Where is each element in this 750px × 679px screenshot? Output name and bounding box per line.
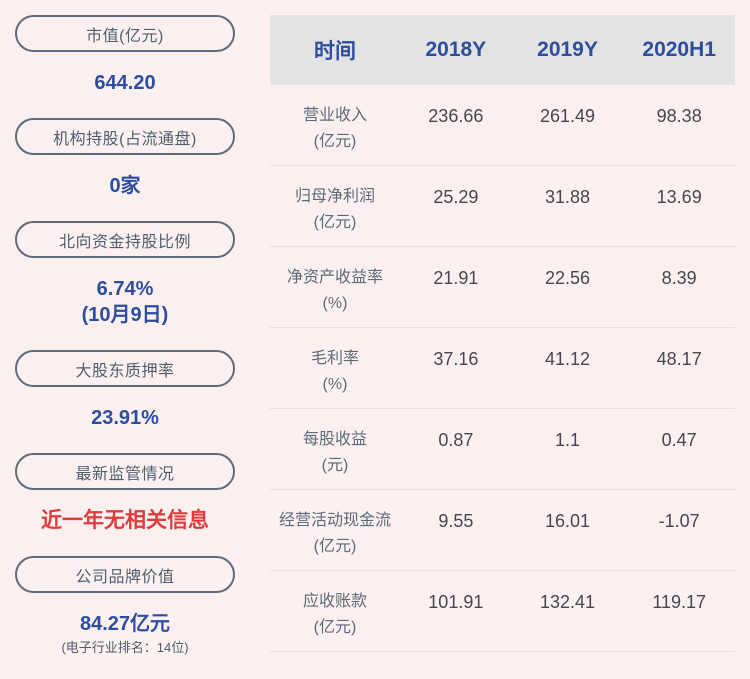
cell-2018: 101.91 [428, 592, 484, 612]
cell-2020h1: 98.38 [656, 106, 702, 126]
cell-2019: 41.12 [544, 349, 591, 369]
stat-value-line1: 6.74% [96, 278, 154, 300]
stat-northbound-holding-pill: 北向资金持股比例 [15, 221, 235, 258]
cell-2019: 31.88 [544, 187, 591, 207]
stat-label: 北向资金持股比例 [58, 233, 191, 251]
stat-value-date: (10月9日) [81, 304, 169, 326]
stat-market-cap-value: 644.20 [94, 72, 156, 94]
stat-institutional-holding-value: 0家 [109, 175, 141, 197]
header-cell-2020h1: 2020H1 [642, 38, 716, 61]
stat-brand-value-value: 84.27亿元 (电子行业排名：14位) [15, 611, 235, 657]
stat-brand-rank-note: (电子行业排名：14位) [61, 640, 189, 655]
financials-table: 时间 2018Y 2019Y 2020H1 营业收入 (亿元) 236.66 2… [270, 15, 735, 652]
cell-2019: 16.01 [544, 511, 591, 531]
row-label: 应收账款 (亿元) [270, 589, 400, 641]
stat-institutional-holding-pill: 机构持股(占流通盘) [15, 118, 235, 155]
stat-market-cap: 市值(亿元) 644.20 [15, 15, 235, 96]
row-metric-unit: (亿元) [313, 619, 357, 636]
row-label: 每股收益 (元) [270, 427, 400, 479]
row-metric-name: 营业收入 [302, 107, 367, 124]
cell-2020h1: 8.39 [661, 268, 697, 288]
stat-label: 大股东质押率 [75, 362, 175, 380]
row-metric-name: 应收账款 [302, 593, 367, 610]
header-cell-period: 时间 [314, 40, 356, 63]
table-header-row: 时间 2018Y 2019Y 2020H1 [270, 15, 735, 85]
stat-regulatory-status: 最新监管情况 近一年无相关信息 [15, 453, 235, 534]
stat-pledge-ratio-value: 23.91% [91, 407, 159, 429]
table-row-revenue: 营业收入 (亿元) 236.66 261.49 98.38 [270, 85, 735, 166]
cell-2020h1: 48.17 [656, 349, 702, 369]
row-metric-unit: (亿元) [313, 538, 357, 555]
row-metric-name: 每股收益 [302, 431, 367, 448]
stat-label: 最新监管情况 [75, 465, 175, 483]
stat-regulatory-status-pill: 最新监管情况 [15, 453, 235, 490]
table-row-accounts-receivable: 应收账款 (亿元) 101.91 132.41 119.17 [270, 571, 735, 652]
cell-2020h1: 119.17 [652, 592, 707, 612]
row-metric-unit: (亿元) [313, 214, 357, 231]
row-label: 营业收入 (亿元) [270, 103, 400, 155]
row-metric-unit: (元) [321, 457, 349, 474]
stat-market-cap-pill: 市值(亿元) [15, 15, 235, 52]
cell-2019: 261.49 [539, 106, 596, 126]
row-label: 经营活动现金流 (亿元) [270, 508, 400, 560]
row-metric-unit: (%) [322, 295, 348, 312]
stat-northbound-holding-value: 6.74% (10月9日) [15, 276, 235, 328]
header-cell-2018: 2018Y [425, 38, 487, 61]
stats-sidebar: 市值(亿元) 644.20 机构持股(占流通盘) 0家 北向资金持股比例 6.7… [15, 15, 235, 679]
cell-2018: 37.16 [433, 349, 479, 369]
row-metric-unit: (%) [322, 376, 348, 393]
stat-regulatory-status-value: 近一年无相关信息 [41, 509, 209, 532]
cell-2020h1: 13.69 [656, 187, 702, 207]
table-row-gross-margin: 毛利率 (%) 37.16 41.12 48.17 [270, 328, 735, 409]
stat-northbound-holding: 北向资金持股比例 6.74% (10月9日) [15, 221, 235, 328]
stat-brand-value: 公司品牌价值 84.27亿元 (电子行业排名：14位) [15, 556, 235, 657]
stat-label: 市值(亿元) [86, 27, 164, 45]
stat-value-main: 84.27亿元 [79, 613, 171, 635]
row-metric-name: 归母净利润 [294, 188, 375, 205]
cell-2020h1: 0.47 [661, 430, 697, 450]
row-metric-name: 毛利率 [310, 350, 359, 367]
stat-pledge-ratio: 大股东质押率 23.91% [15, 350, 235, 431]
row-metric-name: 经营活动现金流 [278, 512, 391, 529]
table-row-net-profit: 归母净利润 (亿元) 25.29 31.88 13.69 [270, 166, 735, 247]
cell-2018: 9.55 [438, 511, 474, 531]
cell-2019: 132.41 [539, 592, 596, 612]
cell-2018: 236.66 [428, 106, 484, 126]
table-row-roe: 净资产收益率 (%) 21.91 22.56 8.39 [270, 247, 735, 328]
row-label: 归母净利润 (亿元) [270, 184, 400, 236]
cell-2019: 22.56 [544, 268, 591, 288]
table-row-operating-cash-flow: 经营活动现金流 (亿元) 9.55 16.01 -1.07 [270, 490, 735, 571]
stat-label: 公司品牌价值 [75, 568, 175, 586]
stat-institutional-holding: 机构持股(占流通盘) 0家 [15, 118, 235, 199]
cell-2018: 25.29 [433, 187, 479, 207]
cell-2020h1: -1.07 [658, 511, 700, 531]
table-row-eps: 每股收益 (元) 0.87 1.1 0.47 [270, 409, 735, 490]
cell-2018: 21.91 [433, 268, 479, 288]
stat-brand-value-pill: 公司品牌价值 [15, 556, 235, 593]
row-metric-name: 净资产收益率 [286, 269, 383, 286]
header-cell-2019: 2019Y [537, 38, 598, 61]
row-label: 净资产收益率 (%) [270, 265, 400, 317]
row-label: 毛利率 (%) [270, 346, 400, 398]
cell-2019: 1.1 [554, 430, 581, 450]
stat-label: 机构持股(占流通盘) [53, 130, 197, 148]
stat-pledge-ratio-pill: 大股东质押率 [15, 350, 235, 387]
cell-2018: 0.87 [438, 430, 474, 450]
row-metric-unit: (亿元) [313, 133, 357, 150]
